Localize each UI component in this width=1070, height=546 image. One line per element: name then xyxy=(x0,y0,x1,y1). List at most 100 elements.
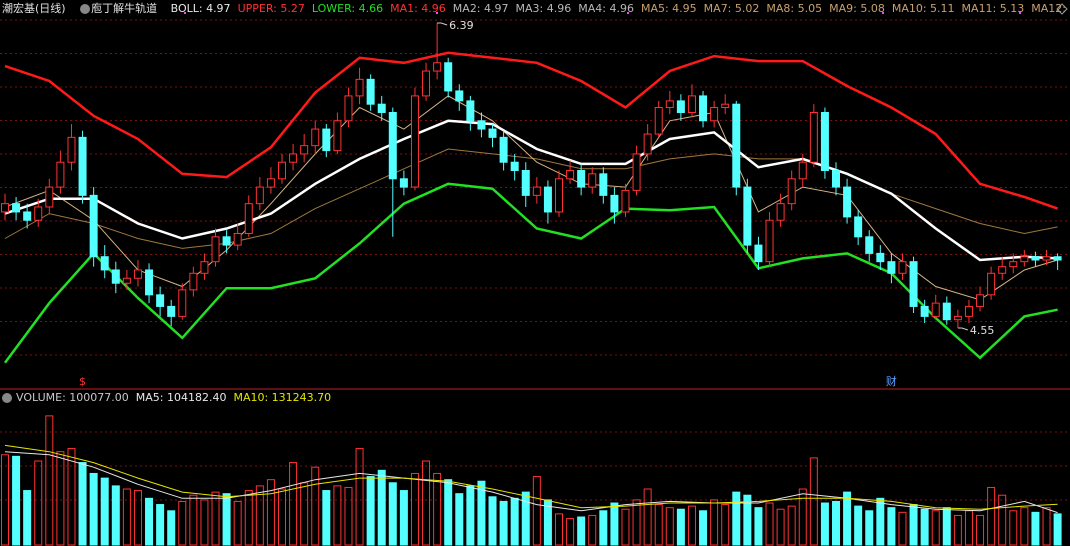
header-item: MA7: 5.02 xyxy=(704,2,760,15)
volume-bar xyxy=(1053,513,1062,546)
candle-body xyxy=(12,203,21,213)
volume-bar xyxy=(78,462,87,546)
volume-bar xyxy=(433,472,442,546)
candle-body xyxy=(1020,256,1029,263)
candle-body xyxy=(167,305,176,317)
candle-body xyxy=(311,128,320,147)
volume-bar xyxy=(887,507,896,546)
volume-bar xyxy=(854,505,863,546)
candle-body xyxy=(23,211,32,221)
header-item: MA2: 4.97 xyxy=(453,2,509,15)
high-leader xyxy=(437,22,448,26)
volume-bar xyxy=(599,510,608,546)
candle-body xyxy=(920,305,929,317)
candle-body xyxy=(78,136,87,196)
volume-bar xyxy=(455,493,464,546)
toggle-icon[interactable] xyxy=(1056,3,1068,15)
candle-body xyxy=(754,244,763,263)
volume-bar xyxy=(566,518,575,546)
volume-bar xyxy=(399,490,408,546)
event-marker: 财 xyxy=(886,374,897,388)
volume-header-item: MA10: 131243.70 xyxy=(233,391,331,404)
candle-body xyxy=(610,194,619,213)
volume-bar xyxy=(388,482,397,546)
indicator-name: 庖丁解牛轨道 xyxy=(91,1,157,15)
candle-body xyxy=(964,305,973,317)
candle-body xyxy=(643,133,652,155)
volume-bar xyxy=(278,488,286,546)
volume-bar xyxy=(355,448,364,546)
candle-body xyxy=(1009,261,1018,268)
candle-body xyxy=(377,103,386,113)
volume-bar xyxy=(610,502,619,546)
low-leader xyxy=(957,327,969,331)
volume-bar xyxy=(333,485,342,546)
volume-header-item: MA5: 104182.40 xyxy=(136,391,227,404)
volume-bar xyxy=(765,502,774,546)
candle-body xyxy=(987,272,996,296)
candle-body xyxy=(854,216,863,238)
candle-body xyxy=(211,236,220,263)
volume-bar xyxy=(721,504,730,546)
candle-body xyxy=(909,261,918,307)
volume-bar xyxy=(543,499,552,546)
volume-bar xyxy=(322,490,331,546)
volume-bar xyxy=(865,510,874,546)
candle-body xyxy=(898,261,907,274)
candle-body xyxy=(887,261,896,274)
candle-body xyxy=(89,194,98,258)
volume-bar xyxy=(289,462,298,546)
volume-bar xyxy=(145,497,154,546)
candle-body xyxy=(200,261,209,274)
indicator-line xyxy=(4,444,1058,510)
candle-body xyxy=(632,153,641,191)
candle-body xyxy=(233,232,242,246)
volume-bar xyxy=(876,497,885,546)
volume-bar xyxy=(488,496,497,546)
volume-bar xyxy=(344,486,353,546)
volume-bar xyxy=(12,455,21,546)
candle-body xyxy=(189,272,198,291)
volume-bar xyxy=(676,508,685,546)
volume-bar xyxy=(743,494,752,546)
candle-body xyxy=(599,173,608,196)
candle-body xyxy=(676,100,685,113)
candle-body xyxy=(289,153,298,163)
candle-body xyxy=(322,128,331,152)
candle-body xyxy=(699,95,708,122)
volume-bar xyxy=(510,497,519,546)
volume-bar xyxy=(178,500,187,546)
candle-body xyxy=(222,236,231,246)
candle-body xyxy=(732,103,741,188)
volume-bar xyxy=(521,491,530,546)
candle-body xyxy=(34,206,43,221)
menu-icon[interactable] xyxy=(2,393,12,403)
volume-bar xyxy=(1020,507,1029,546)
candle-body xyxy=(178,289,187,317)
volume-bar xyxy=(222,493,231,546)
candle-body xyxy=(510,161,519,172)
candle-body xyxy=(743,186,752,246)
volume-header: VOLUME: 100077.00 MA5: 104182.40 MA10: 131… xyxy=(16,391,331,404)
header-item: UPPER: 5.27 xyxy=(238,2,305,15)
volume-bar xyxy=(444,479,453,546)
candle-body xyxy=(344,95,353,122)
volume-bar xyxy=(244,490,253,546)
volume-header-item: VOLUME: 100077.00 xyxy=(16,391,129,404)
volume-bar xyxy=(23,490,32,546)
candle-body xyxy=(555,178,563,213)
volume-bar xyxy=(34,460,43,546)
candle-body xyxy=(1,203,9,213)
volume-bar xyxy=(67,448,76,546)
volume-bar xyxy=(56,451,65,546)
volume-bar xyxy=(643,488,652,546)
candle-body xyxy=(976,294,985,307)
volume-bar xyxy=(588,514,597,546)
volume-bar xyxy=(964,510,973,546)
volume-bar xyxy=(820,502,829,546)
candle-body xyxy=(865,236,874,254)
header-item: MA11: 5.13 xyxy=(962,2,1025,15)
volume-bar xyxy=(1042,507,1051,546)
menu-icon[interactable] xyxy=(80,4,90,14)
